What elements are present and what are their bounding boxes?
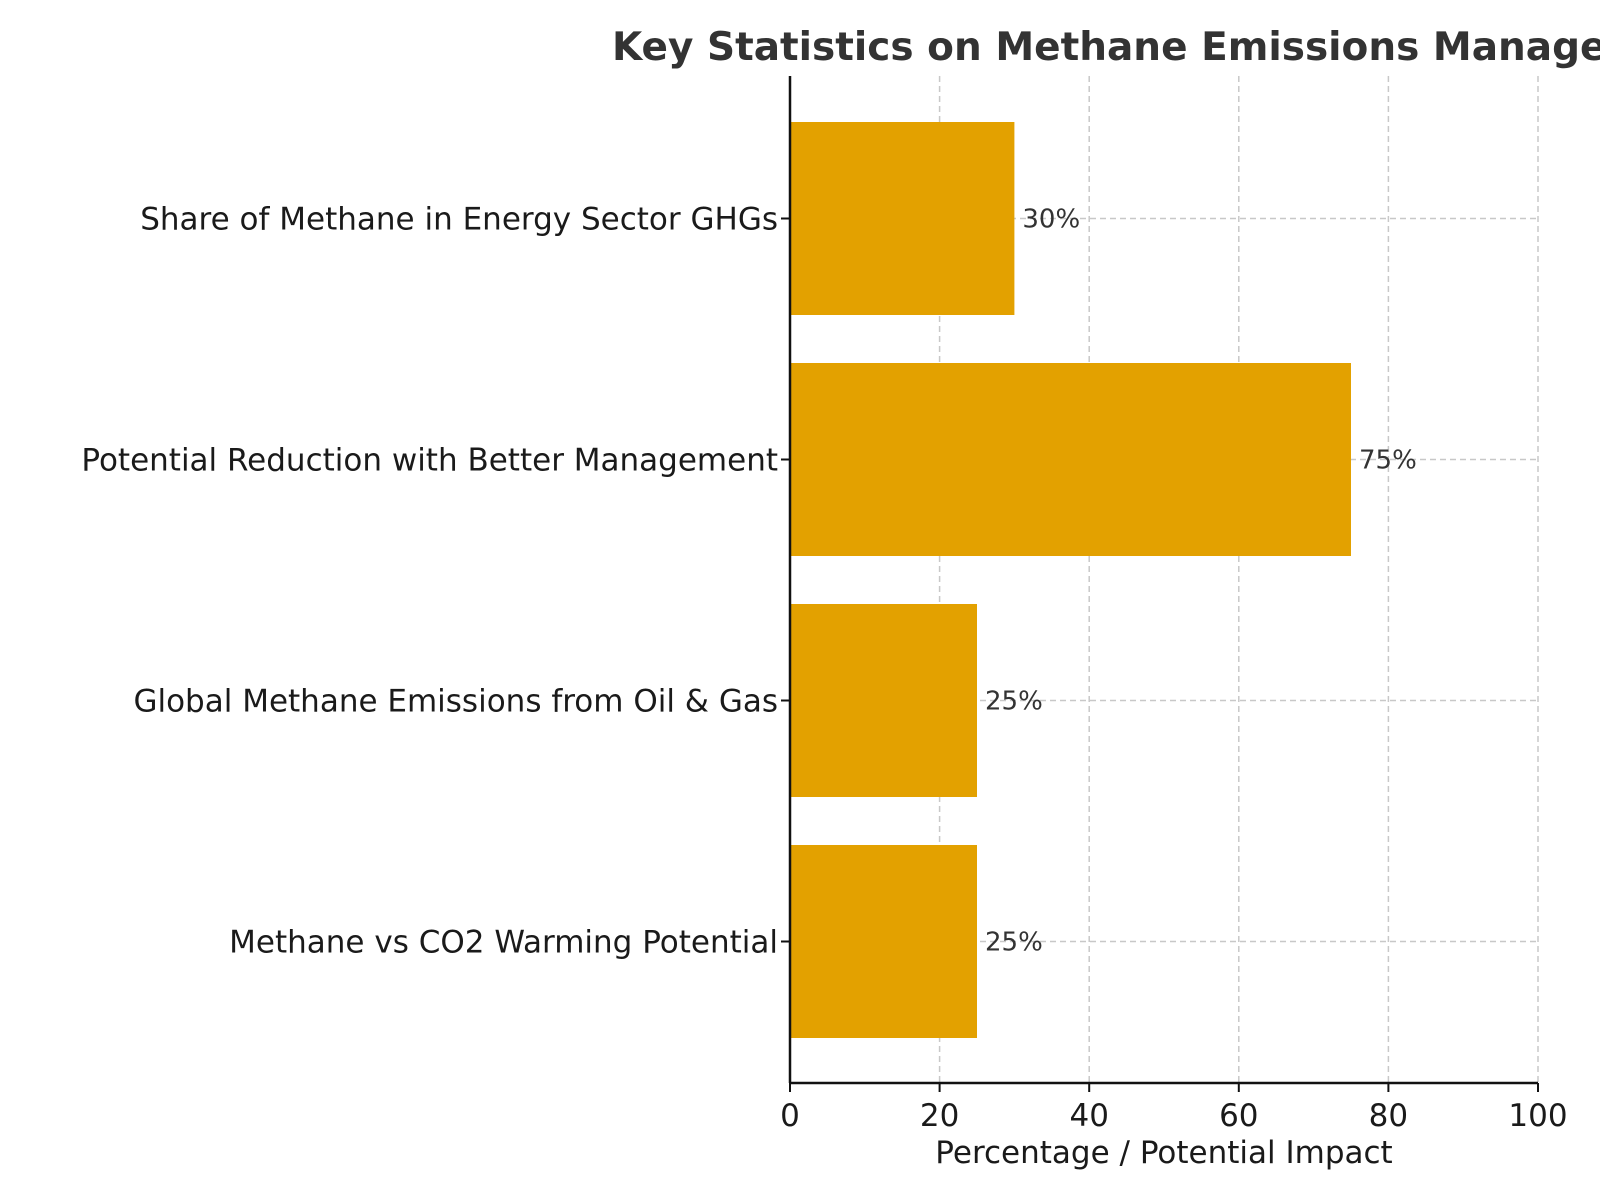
bar-3	[790, 604, 977, 797]
bar-4	[790, 845, 977, 1038]
axes	[788, 76, 1538, 1085]
category-label-3: Global Methane Emissions from Oil & Gas	[133, 684, 778, 720]
x-tick-label-0: 0	[780, 1098, 800, 1134]
x-tick-label-60: 60	[1219, 1098, 1258, 1134]
data-label-2: 75%	[1359, 446, 1417, 476]
x-axis-label: Percentage / Potential Impact	[935, 1135, 1392, 1171]
category-label-4: Methane vs CO2 Warming Potential	[229, 925, 778, 961]
x-tick-label-100: 100	[1508, 1098, 1567, 1134]
x-tick-label-80: 80	[1369, 1098, 1408, 1134]
data-labels: 30% 75% 25% 25%	[985, 205, 1417, 958]
bars	[790, 122, 1351, 1038]
x-ticks: 0 20 40 60 80 100	[780, 1083, 1568, 1134]
data-label-3: 25%	[985, 687, 1043, 717]
x-tick-label-20: 20	[920, 1098, 959, 1134]
chart-title: Key Statistics on Methane Emissions Mana…	[612, 25, 1600, 70]
data-label-4: 25%	[985, 928, 1043, 958]
category-label-1: Share of Methane in Energy Sector GHGs	[140, 202, 778, 238]
category-labels: Share of Methane in Energy Sector GHGs Po…	[81, 202, 790, 961]
bar-1	[790, 122, 1015, 315]
bar-2	[790, 363, 1351, 556]
data-label-1: 30%	[1022, 205, 1080, 235]
x-tick-label-40: 40	[1069, 1098, 1108, 1134]
category-label-2: Potential Reduction with Better Manageme…	[81, 443, 778, 479]
